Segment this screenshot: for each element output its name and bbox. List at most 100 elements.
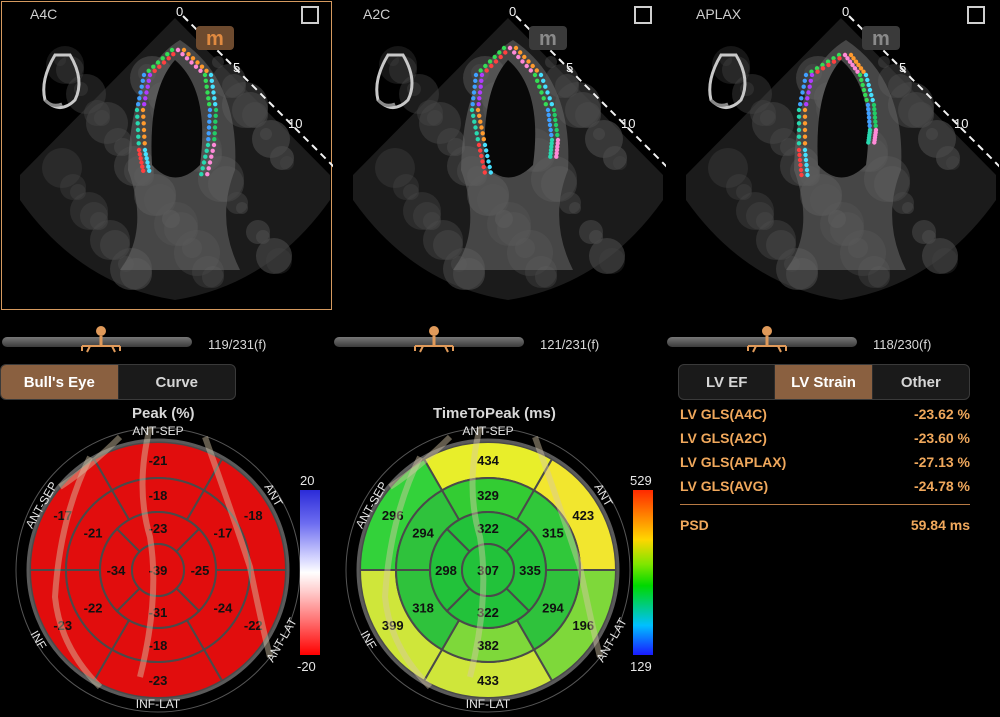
coronary-overlay xyxy=(51,455,103,690)
tracking-dot xyxy=(213,107,219,113)
echo-view-a2c[interactable]: A2C 0 5 10 m xyxy=(333,0,666,310)
tracking-dot xyxy=(554,151,559,156)
tracking-dot xyxy=(555,144,560,149)
tracking-dot xyxy=(866,82,871,88)
tracking-dot xyxy=(475,107,481,113)
segment-value: 335 xyxy=(519,563,541,578)
heart-view-icon-detail xyxy=(43,98,63,107)
slider-track[interactable] xyxy=(334,337,524,347)
speckle xyxy=(202,266,224,288)
logo-text: m xyxy=(872,28,890,50)
depth-label: 10 xyxy=(288,116,302,131)
frame-slider-a2c[interactable]: 121/231(f) xyxy=(334,324,664,364)
tracking-dot xyxy=(847,59,853,64)
tracking-dot xyxy=(137,96,142,101)
tracking-dot xyxy=(152,68,157,74)
tracking-dot xyxy=(184,56,190,61)
slider-handle-icon[interactable] xyxy=(334,324,534,364)
echo-view-aplax[interactable]: APLAX 0 5 10 m xyxy=(666,0,999,310)
tracking-dot xyxy=(144,90,149,95)
tab-other[interactable]: Other xyxy=(900,373,941,391)
tracking-dot xyxy=(803,157,809,163)
expand-icon[interactable] xyxy=(301,6,319,24)
tab-lv-ef[interactable]: LV EF xyxy=(679,365,776,399)
tracking-dot xyxy=(206,166,211,171)
speckle xyxy=(888,74,912,98)
speckle xyxy=(868,266,890,288)
tracking-dot xyxy=(186,52,191,57)
heart-view-icon xyxy=(708,53,747,109)
tracking-dot xyxy=(865,102,871,108)
segment-value: 433 xyxy=(477,673,499,688)
segment-value: -22 xyxy=(84,601,103,616)
tracking-dot xyxy=(547,117,552,123)
speckle xyxy=(908,102,934,128)
speckle xyxy=(419,102,461,144)
slider-track[interactable] xyxy=(667,337,857,347)
tracking-dot xyxy=(831,59,837,64)
coronary-overlay xyxy=(532,435,603,658)
tracking-dot xyxy=(473,125,478,130)
tracking-dot xyxy=(796,127,802,133)
apex-value: -39 xyxy=(149,563,168,578)
tracking-dot xyxy=(212,131,217,136)
tracking-dot xyxy=(547,96,552,101)
depth-tick xyxy=(302,135,310,143)
tab-curve[interactable]: Curve xyxy=(155,373,199,391)
speckle xyxy=(599,248,625,274)
tracking-dot xyxy=(545,90,550,95)
tracking-dot xyxy=(809,69,814,74)
slider-handle-icon[interactable] xyxy=(667,324,867,364)
result-label: LV GLS(A2C) xyxy=(680,430,767,446)
tracking-dot xyxy=(507,45,513,51)
depth-tick xyxy=(523,23,531,31)
ring-label: ANT-SEP xyxy=(132,424,183,438)
depth-tick xyxy=(652,152,660,160)
tracking-dot xyxy=(814,66,820,71)
tracking-dot xyxy=(801,84,806,89)
speckle xyxy=(746,202,774,230)
speckle xyxy=(266,248,292,274)
tracking-dot xyxy=(528,68,533,73)
tracking-dot xyxy=(516,54,521,60)
tracking-dot xyxy=(798,162,803,168)
tracking-dot xyxy=(165,52,170,57)
depth-tick xyxy=(575,75,582,82)
tracking-dot xyxy=(513,45,519,51)
tracking-dot xyxy=(522,54,527,60)
tracking-dot xyxy=(851,56,856,61)
peak-scale-min: -20 xyxy=(297,659,316,674)
tracking-dot xyxy=(512,50,517,55)
slider-handle-icon[interactable] xyxy=(2,324,202,364)
tracking-dot xyxy=(797,157,803,163)
expand-icon[interactable] xyxy=(967,6,985,24)
tracking-dot xyxy=(201,160,207,165)
tracking-dot xyxy=(820,62,825,68)
tracking-dot xyxy=(205,142,211,148)
tab-lv-strain[interactable]: LV Strain xyxy=(775,365,873,399)
speckle xyxy=(70,184,86,200)
speckle xyxy=(42,148,82,188)
tracking-dot xyxy=(479,72,485,78)
tracking-dot xyxy=(212,96,217,101)
tab-bulls-eye[interactable]: Bull's Eye xyxy=(1,365,119,399)
tracking-dot xyxy=(861,69,866,74)
tracking-dot xyxy=(852,66,858,71)
frame-slider-aplax[interactable]: 118/230(f) xyxy=(667,324,997,364)
depth-tick xyxy=(960,127,967,134)
depth-tick xyxy=(549,49,557,57)
slider-track[interactable] xyxy=(2,337,192,347)
expand-icon[interactable] xyxy=(634,6,652,24)
segment-value: 298 xyxy=(435,563,457,578)
view-label: A4C xyxy=(30,6,58,22)
depth-tick xyxy=(311,144,318,151)
tracking-dot xyxy=(826,62,831,68)
result-value: -23.60 % xyxy=(913,430,970,446)
tracking-dot xyxy=(802,78,807,84)
tracking-dot xyxy=(850,62,855,68)
frame-slider-a4c[interactable]: 119/231(f) xyxy=(2,324,332,364)
tracking-dot xyxy=(501,45,507,51)
tracking-dot xyxy=(142,141,147,146)
speckle xyxy=(399,74,439,114)
echo-view-a4c[interactable]: A4C 0 5 10 m xyxy=(0,0,333,310)
